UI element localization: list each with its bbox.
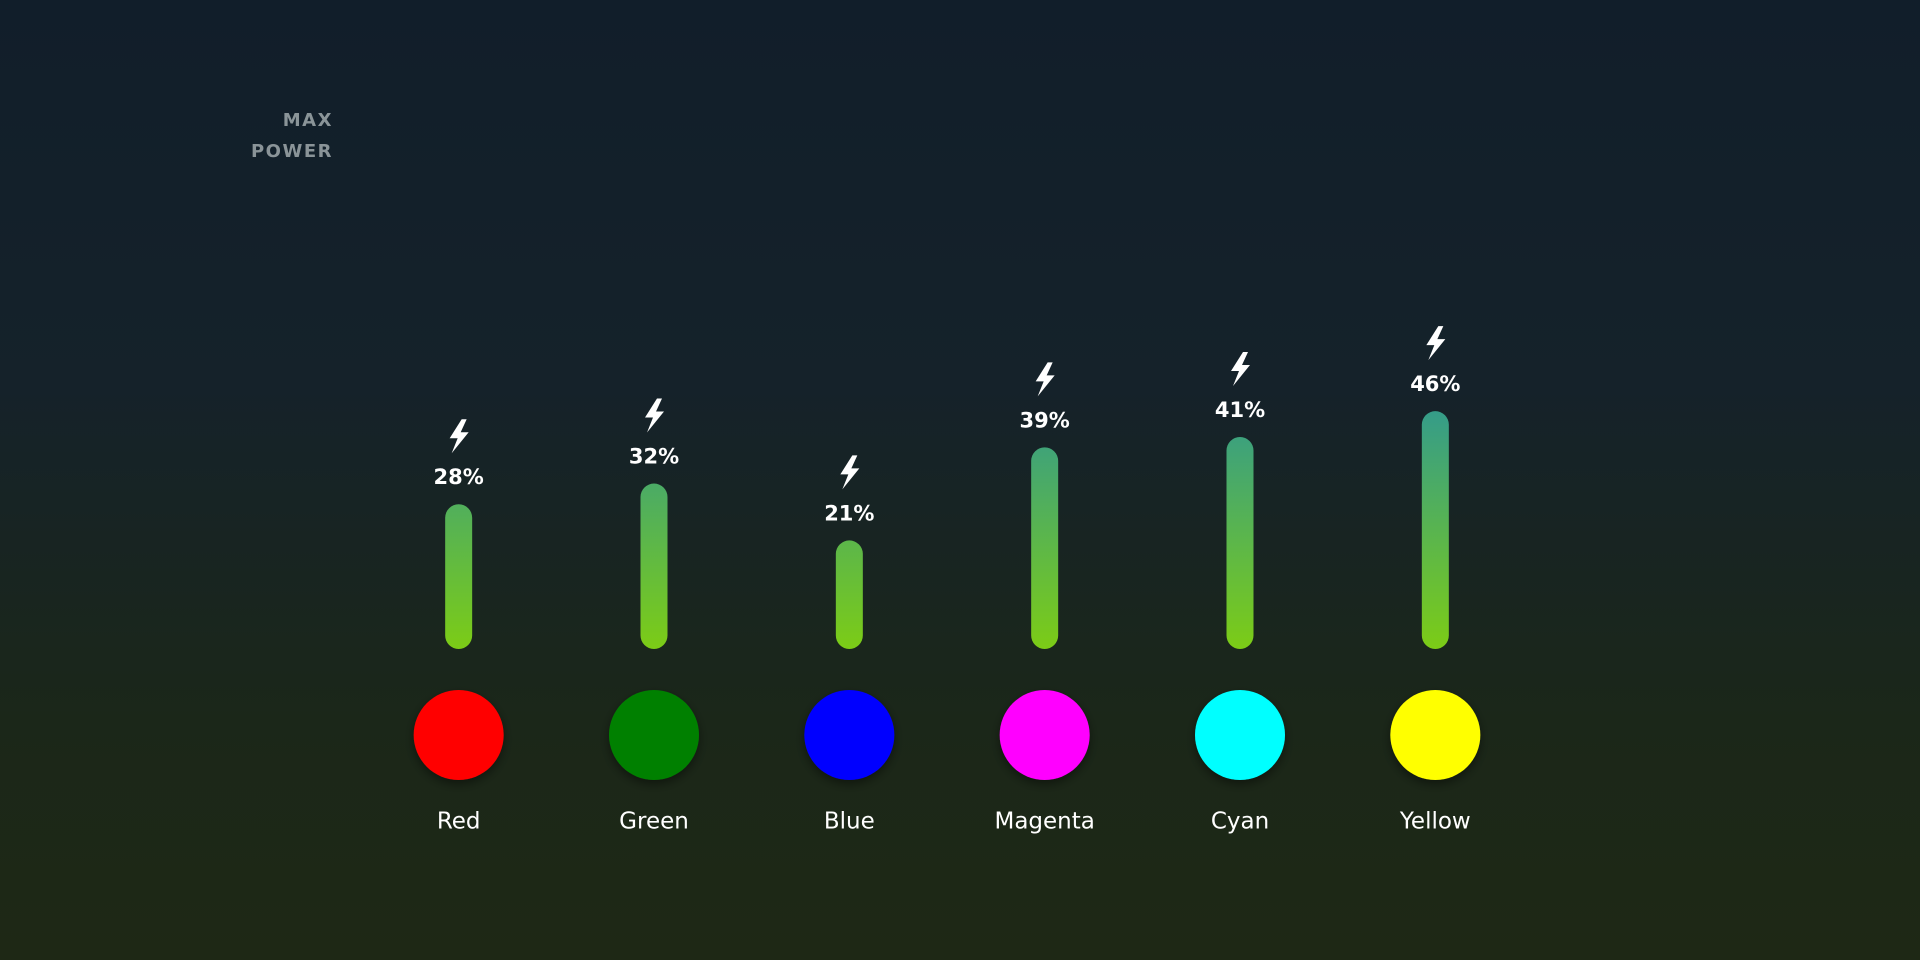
- x-tick-label: Cyan: [1211, 809, 1269, 835]
- bar: [1226, 437, 1254, 649]
- power-icon: [1426, 326, 1446, 361]
- value-label: 32%: [629, 445, 679, 469]
- x-tick-label: Blue: [824, 809, 875, 835]
- value-label: 21%: [824, 501, 874, 525]
- bar: [445, 504, 473, 649]
- power-icon: [840, 455, 860, 490]
- color-swatch: [999, 690, 1090, 780]
- bar: [1421, 411, 1449, 649]
- x-tick-label: Green: [619, 809, 689, 835]
- y-tick-label: MAX POWER: [250, 110, 333, 162]
- color-swatch: [804, 690, 895, 780]
- power-icon: [1035, 362, 1055, 397]
- bar: [835, 540, 863, 649]
- x-tick-label: Yellow: [1399, 809, 1471, 835]
- power-icon: [645, 398, 664, 433]
- power-icon: [449, 419, 469, 454]
- value-label: 41%: [1215, 398, 1265, 422]
- value-label: 46%: [1410, 372, 1460, 396]
- color-swatch: [609, 690, 699, 780]
- x-tick-label: Magenta: [994, 809, 1094, 835]
- bar: [1031, 447, 1059, 649]
- power-icon: [1231, 352, 1250, 387]
- color-swatch: [1195, 690, 1285, 780]
- x-tick-label: Red: [437, 809, 481, 835]
- value-label: 39%: [1020, 408, 1070, 432]
- color-swatch: [1390, 690, 1481, 780]
- color-swatch: [413, 690, 504, 780]
- bar: [640, 483, 668, 649]
- value-label: 28%: [434, 465, 484, 489]
